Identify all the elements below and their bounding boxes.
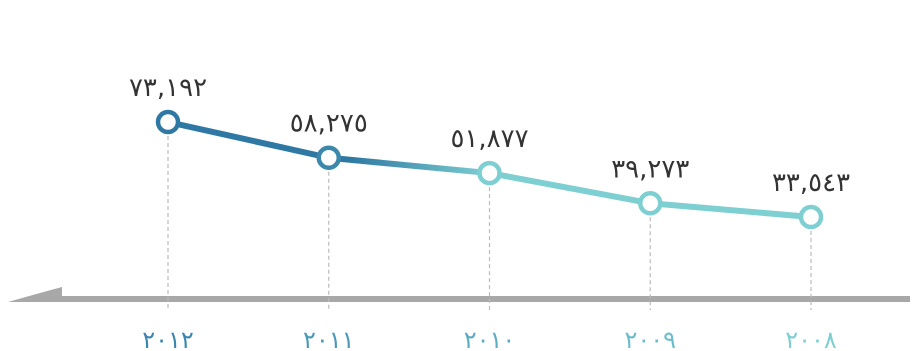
data-points	[155, 109, 824, 230]
x-tick-label-1: ٢٠١١	[303, 326, 355, 351]
x-tick-label-0: ٢٠١٢	[142, 326, 194, 351]
data-point-2	[477, 160, 502, 186]
data-point-3	[638, 191, 663, 216]
value-label-4: ٣٣,٥٤٣	[772, 168, 850, 198]
data-point-0	[155, 109, 181, 135]
x-axis	[8, 287, 910, 302]
value-label-3: ٣٩,٢٧٣	[611, 154, 689, 184]
x-tick-label-4: ٢٠٠٨	[785, 326, 837, 351]
data-point-4	[798, 204, 824, 230]
value-labels: ٧٣,١٩٢ ٥٨,٢٧٥ ٥١,٨٧٧ ٣٩,٢٧٣ ٣٣,٥٤٣	[129, 73, 850, 198]
x-tick-labels: ٢٠١٢ ٢٠١١ ٢٠١٠ ٢٠٠٩ ٢٠٠٨	[142, 326, 837, 351]
value-label-2: ٥١,٨٧٧	[450, 124, 528, 154]
drop-lines	[167, 122, 812, 310]
value-label-1: ٥٨,٢٧٥	[290, 109, 368, 139]
data-point-1	[316, 145, 341, 170]
x-tick-label-3: ٢٠٠٩	[624, 326, 676, 351]
x-tick-label-2: ٢٠١٠	[464, 326, 516, 351]
value-label-0: ٧٣,١٩٢	[129, 73, 207, 103]
